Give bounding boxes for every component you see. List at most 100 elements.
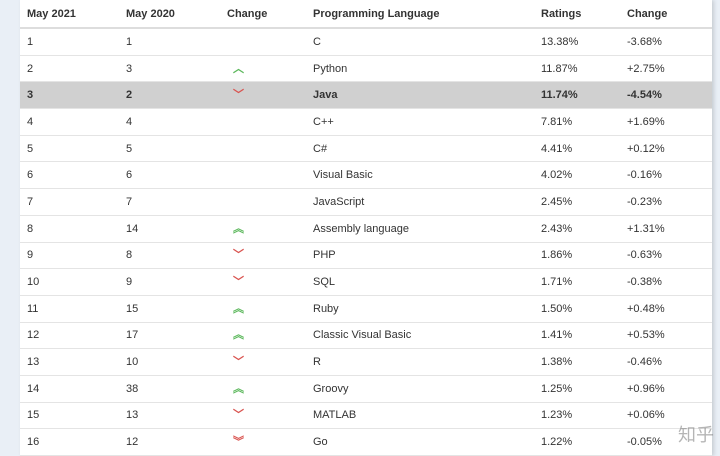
chevron-down-icon: ﹀: [233, 409, 244, 422]
rank-2021-cell: 11: [20, 295, 126, 323]
rank-2020-cell: 2: [126, 81, 227, 110]
trend-cell: ﹀: [227, 402, 313, 430]
rating-change-cell: -0.38%: [627, 268, 712, 296]
rating-change-cell: +2.75%: [627, 55, 712, 83]
rank-2021-cell: 6: [20, 161, 126, 190]
rank-2021-cell: 10: [20, 268, 126, 296]
chevron-down-icon: ﹀: [233, 89, 244, 102]
rank-2020-cell: 6: [126, 161, 227, 190]
rank-2020-cell: 10: [126, 348, 227, 376]
language-cell: Java: [313, 81, 541, 110]
zhihu-watermark: 知乎: [678, 425, 714, 446]
rank-2020-cell: 3: [126, 55, 227, 83]
rank-2020-cell: 15: [126, 295, 227, 323]
rating-change-cell: -0.23%: [627, 188, 712, 216]
rating-change-cell: +1.69%: [627, 108, 712, 136]
rating-change-cell: -0.05%: [627, 428, 712, 456]
language-cell: MATLAB: [313, 402, 541, 430]
rating-change-cell: -0.63%: [627, 242, 712, 270]
language-cell: Ruby: [313, 295, 541, 323]
rating-change-cell: -0.46%: [627, 348, 712, 376]
chevron-down-icon: ﹀: [233, 249, 244, 262]
rank-2020-cell: 5: [126, 135, 227, 163]
trend-cell: [227, 188, 313, 216]
chevron-down-icon: ﹀: [233, 276, 244, 289]
header-change-icon[interactable]: Change: [227, 0, 313, 29]
ranking-panel: May 2021 May 2020 Change Programming Lan…: [20, 0, 712, 456]
language-cell: JavaScript: [313, 188, 541, 216]
rating-cell: 1.25%: [541, 375, 627, 403]
language-cell: R: [313, 348, 541, 376]
header-may-2020[interactable]: May 2020: [126, 0, 227, 29]
chevron-up-icon: ︿: [233, 62, 244, 75]
rating-change-cell: -4.54%: [627, 81, 712, 110]
trend-cell: ﹀: [227, 81, 313, 110]
language-cell: SQL: [313, 268, 541, 296]
rating-cell: 2.43%: [541, 215, 627, 243]
table-row: 16 12 ︾ Go 1.22% -0.05%: [20, 428, 712, 456]
trend-cell: [227, 135, 313, 163]
rating-cell: 1.41%: [541, 322, 627, 350]
table-row: 15 13 ﹀ MATLAB 1.23% +0.06%: [20, 402, 712, 430]
rank-2021-cell: 7: [20, 188, 126, 216]
table-row: 5 5 C# 4.41% +0.12%: [20, 135, 712, 163]
table-row: 7 7 JavaScript 2.45% -0.23%: [20, 188, 712, 216]
trend-cell: ︿: [227, 55, 313, 83]
table-row: 10 9 ﹀ SQL 1.71% -0.38%: [20, 268, 712, 296]
rank-2020-cell: 1: [126, 28, 227, 56]
rank-2020-cell: 8: [126, 242, 227, 270]
rating-cell: 13.38%: [541, 28, 627, 56]
trend-cell: ﹀: [227, 242, 313, 270]
language-cell: Visual Basic: [313, 161, 541, 190]
rating-cell: 2.45%: [541, 188, 627, 216]
rating-cell: 1.38%: [541, 348, 627, 376]
rank-2021-cell: 16: [20, 428, 126, 456]
table-row: 6 6 Visual Basic 4.02% -0.16%: [20, 161, 712, 190]
rating-cell: 1.71%: [541, 268, 627, 296]
table-row: 14 38 ︽ Groovy 1.25% +0.96%: [20, 375, 712, 403]
trend-cell: ︽: [227, 215, 313, 243]
header-change[interactable]: Change: [627, 0, 712, 29]
trend-cell: ︽: [227, 375, 313, 403]
trend-cell: ︾: [227, 428, 313, 456]
rating-change-cell: +0.53%: [627, 322, 712, 350]
double-chevron-down-icon: ︾: [233, 436, 244, 449]
table-row: 4 4 C++ 7.81% +1.69%: [20, 108, 712, 136]
language-cell: Go: [313, 428, 541, 456]
rank-2021-cell: 15: [20, 402, 126, 430]
rating-change-cell: +0.12%: [627, 135, 712, 163]
rank-2020-cell: 9: [126, 268, 227, 296]
rank-2021-cell: 9: [20, 242, 126, 270]
rating-cell: 1.23%: [541, 402, 627, 430]
rank-2020-cell: 4: [126, 108, 227, 136]
header-may-2021[interactable]: May 2021: [20, 0, 126, 29]
language-cell: Python: [313, 55, 541, 83]
rank-2021-cell: 13: [20, 348, 126, 376]
rating-cell: 7.81%: [541, 108, 627, 136]
table-row: 9 8 ﹀ PHP 1.86% -0.63%: [20, 242, 712, 270]
header-language[interactable]: Programming Language: [313, 0, 541, 29]
rating-cell: 11.87%: [541, 55, 627, 83]
trend-cell: [227, 161, 313, 190]
table-row: 1 1 C 13.38% -3.68%: [20, 28, 712, 56]
header-ratings[interactable]: Ratings: [541, 0, 627, 29]
rank-2021-cell: 3: [20, 81, 126, 110]
rating-cell: 1.86%: [541, 242, 627, 270]
tiobe-table: May 2021 May 2020 Change Programming Lan…: [20, 0, 712, 456]
rating-change-cell: +1.31%: [627, 215, 712, 243]
rating-cell: 1.22%: [541, 428, 627, 456]
chevron-down-icon: ﹀: [233, 356, 244, 369]
language-cell: C++: [313, 108, 541, 136]
table-header: May 2021 May 2020 Change Programming Lan…: [20, 0, 712, 29]
rank-2020-cell: 17: [126, 322, 227, 350]
rank-2021-cell: 12: [20, 322, 126, 350]
rating-cell: 4.02%: [541, 161, 627, 190]
rank-2021-cell: 8: [20, 215, 126, 243]
language-cell: PHP: [313, 242, 541, 270]
rank-2020-cell: 12: [126, 428, 227, 456]
rank-2020-cell: 14: [126, 215, 227, 243]
table-row: 11 15 ︽ Ruby 1.50% +0.48%: [20, 295, 712, 323]
language-cell: Groovy: [313, 375, 541, 403]
rank-2020-cell: 13: [126, 402, 227, 430]
rating-change-cell: +0.06%: [627, 402, 712, 430]
